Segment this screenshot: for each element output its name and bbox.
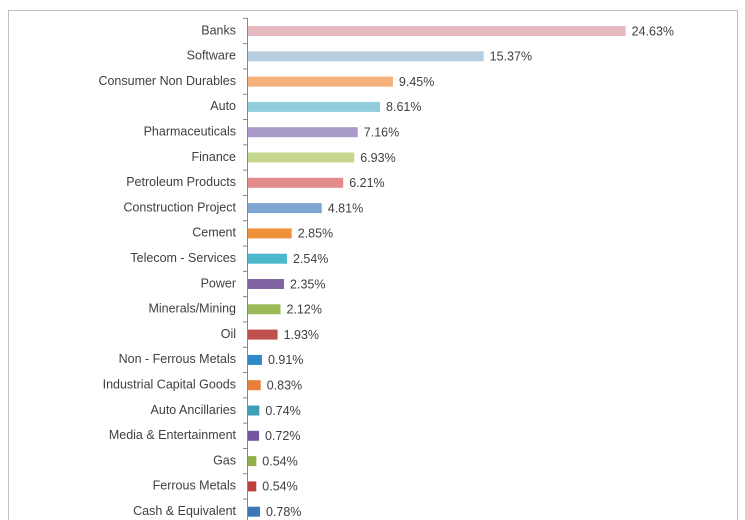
bar [248, 76, 393, 87]
bar [248, 228, 292, 239]
category-label: Auto [210, 99, 236, 113]
bar [248, 481, 257, 492]
value-label: 15.37% [490, 50, 532, 64]
bar [248, 203, 322, 214]
category-label: Cash & Equivalent [133, 504, 236, 518]
value-label: 1.93% [284, 328, 319, 342]
bar [248, 304, 281, 315]
value-label: 0.72% [265, 429, 300, 443]
category-label: Construction Project [123, 200, 236, 214]
category-label: Cement [192, 226, 236, 240]
category-label: Pharmaceuticals [144, 124, 236, 138]
bar [248, 354, 262, 365]
category-label: Banks [201, 23, 236, 37]
category-label: Telecom - Services [130, 251, 236, 265]
value-label: 24.63% [632, 24, 674, 38]
bar [248, 380, 261, 391]
category-label: Finance [192, 150, 237, 164]
bar [248, 26, 626, 36]
value-label: 6.21% [349, 176, 384, 190]
value-label: 0.74% [265, 404, 300, 418]
value-label: 2.12% [287, 303, 322, 317]
value-label: 6.93% [360, 151, 395, 165]
bar [248, 430, 260, 441]
chart-border [8, 10, 738, 520]
bar [248, 101, 381, 112]
category-label: Consumer Non Durables [98, 74, 236, 88]
bar [248, 506, 260, 517]
value-label: 2.85% [298, 227, 333, 241]
bar [248, 456, 257, 467]
category-label: Auto Ancillaries [151, 403, 236, 417]
value-label: 0.54% [262, 454, 297, 468]
value-label: 4.81% [328, 201, 363, 215]
category-label: Oil [221, 327, 236, 341]
bar [248, 51, 484, 62]
value-label: 9.45% [399, 75, 434, 89]
value-label: 2.54% [293, 252, 328, 266]
category-label: Non - Ferrous Metals [119, 352, 236, 366]
value-label: 2.35% [290, 277, 325, 291]
category-label: Petroleum Products [126, 175, 236, 189]
bar [248, 253, 287, 264]
bar [248, 152, 355, 163]
category-label: Ferrous Metals [153, 479, 236, 493]
value-label: 8.61% [386, 100, 421, 114]
category-label: Media & Entertainment [109, 428, 237, 442]
bar [248, 329, 278, 340]
bar [248, 405, 260, 416]
category-label: Software [187, 49, 236, 63]
value-label: 0.78% [266, 505, 301, 519]
category-label: Gas [213, 453, 236, 467]
category-label: Power [201, 276, 236, 290]
category-label: Minerals/Mining [148, 302, 236, 316]
category-label: Industrial Capital Goods [103, 377, 236, 391]
bar [248, 127, 358, 138]
value-label: 0.54% [262, 480, 297, 494]
bar [248, 279, 285, 289]
value-label: 0.83% [267, 378, 302, 392]
value-label: 7.16% [364, 125, 399, 139]
value-label: 0.91% [268, 353, 303, 367]
bar [248, 177, 344, 188]
